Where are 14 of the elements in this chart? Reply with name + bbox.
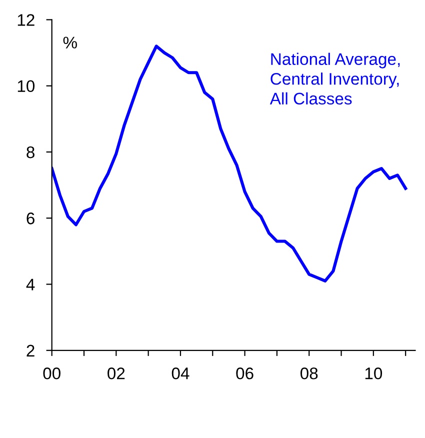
x-tick-label: 08 [300, 368, 318, 380]
y-tick-label: 10 [18, 80, 35, 92]
x-tick-label: 06 [236, 368, 254, 380]
y-axis-title: % [63, 36, 77, 48]
x-tick-label: 00 [43, 368, 60, 380]
x-tick-label: 10 [365, 368, 382, 380]
x-tick-label: 02 [108, 368, 125, 380]
text: National Average, Central Inventory, All Classes [270, 52, 400, 105]
y-tick-label: 2 [26, 344, 34, 356]
y-tick-label: 12 [18, 14, 34, 26]
y-tick-label: 6 [26, 212, 34, 224]
y-tick-label: 8 [26, 146, 34, 158]
y-tick-label: 4 [26, 278, 35, 290]
x-tick-label: 04 [172, 368, 190, 380]
